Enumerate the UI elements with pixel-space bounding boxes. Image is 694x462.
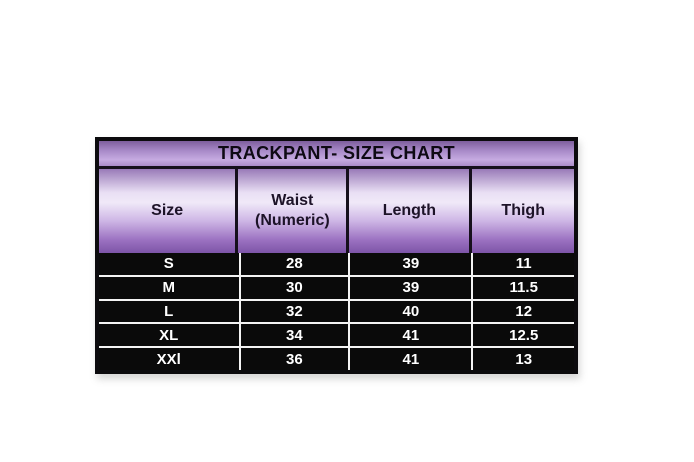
size-chart-table: TRACKPANT- SIZE CHART Size Waist (Numeri… xyxy=(95,137,578,374)
length-cell: 41 xyxy=(350,324,474,347)
waist-cell: 36 xyxy=(241,348,351,370)
length-cell: 39 xyxy=(350,253,474,275)
table-row-s: S 28 39 11 xyxy=(99,253,574,275)
thigh-cell: 12 xyxy=(515,302,533,320)
length-cell: 40 xyxy=(350,300,474,323)
waist-cell: 30 xyxy=(241,276,351,299)
column-header-waist: Waist (Numeric) xyxy=(238,169,350,253)
table-row-m: M 30 39 11.5 xyxy=(99,274,574,299)
waist-cell: 32 xyxy=(241,300,351,323)
chart-title: TRACKPANT- SIZE CHART xyxy=(99,141,574,169)
waist-cell: 28 xyxy=(241,253,351,275)
thigh-cell: 11.5 xyxy=(509,279,538,297)
table-body: S 28 39 11 M 30 39 11.5 L 32 40 12 XL 34… xyxy=(99,253,574,370)
table-row-xl: XL 34 41 12.5 xyxy=(99,322,574,347)
column-header-length: Length xyxy=(349,169,473,253)
size-cell: XXl xyxy=(99,348,241,370)
size-cell: XL xyxy=(99,324,241,347)
size-cell: M xyxy=(99,276,241,299)
size-cell: L xyxy=(99,300,241,323)
column-header-thigh: Thigh xyxy=(472,169,574,253)
column-header-size: Size xyxy=(99,169,239,253)
table-row-xxl: XXl 36 41 13 xyxy=(99,346,574,370)
size-cell: S xyxy=(99,253,241,275)
thigh-cell: 12.5 xyxy=(509,326,539,344)
table-row-l: L 32 40 12 xyxy=(99,298,574,323)
thigh-cell: 11 xyxy=(515,255,532,273)
length-cell: 41 xyxy=(350,348,474,370)
table-header-row: Size Waist (Numeric) Length Thigh xyxy=(99,169,574,253)
length-cell: 39 xyxy=(350,276,474,299)
thigh-cell: 13 xyxy=(515,350,533,368)
waist-cell: 34 xyxy=(241,324,351,347)
